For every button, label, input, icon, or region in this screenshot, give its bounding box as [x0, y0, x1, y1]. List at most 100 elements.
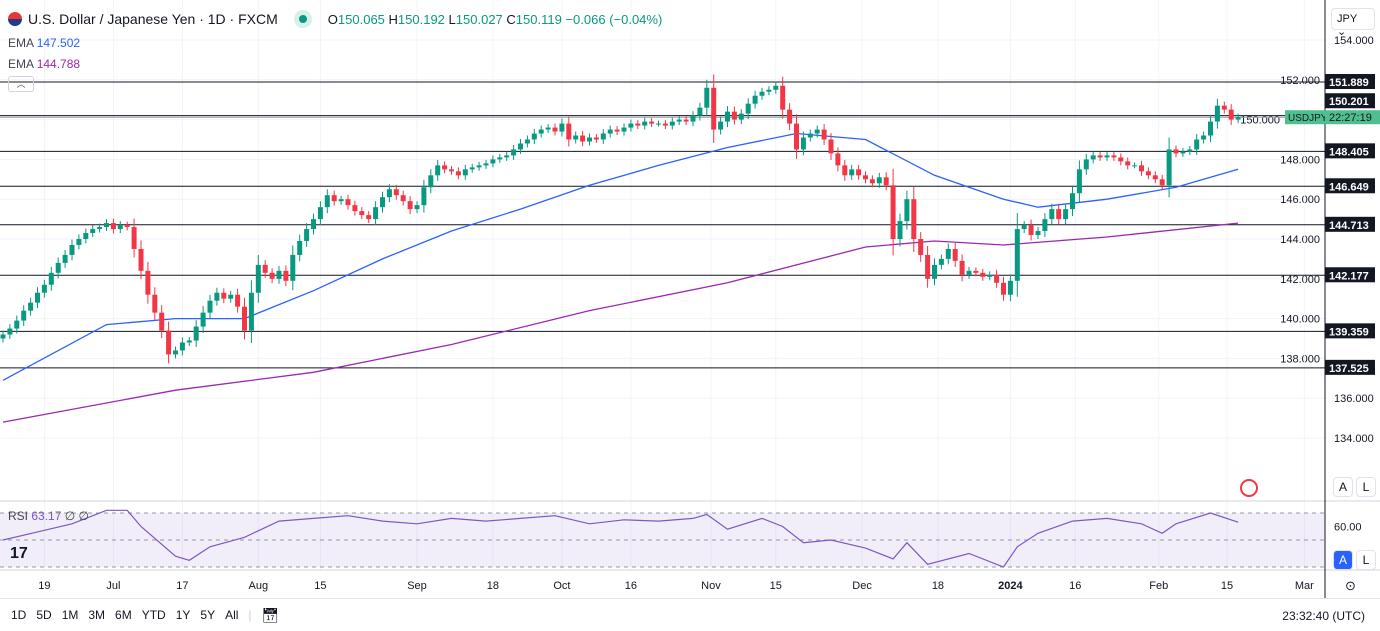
ema-slow-legend[interactable]: EMA 144.788 [8, 57, 81, 71]
candle [331, 190, 337, 206]
candle-body [1035, 231, 1041, 236]
candle [193, 320, 199, 347]
candle [890, 168, 896, 256]
candle-body [1235, 117, 1241, 120]
candle-body [124, 225, 130, 228]
candle-body [697, 107, 703, 116]
candle [428, 169, 434, 194]
symbol-tag: USDJPY [1288, 113, 1328, 124]
candle-body [1228, 109, 1234, 120]
candle-body [221, 292, 227, 299]
candle-body [159, 312, 165, 331]
symbol-title[interactable]: U.S. Dollar / Japanese Yen · 1D · FXCM [28, 11, 278, 27]
collapse-legend-button[interactable]: ︿ [8, 76, 34, 92]
candle [863, 171, 868, 184]
rsi-auto-scale-button[interactable]: A [1333, 550, 1353, 570]
candle [1145, 167, 1151, 180]
candle [83, 228, 89, 244]
candle-body [138, 248, 144, 271]
candle [607, 125, 613, 138]
timeframe-1y[interactable]: 1Y [175, 608, 191, 622]
candle-body [787, 109, 793, 124]
calendar-icon[interactable]: 📅︎ [261, 606, 280, 623]
candle [366, 211, 372, 224]
candle [690, 111, 696, 127]
timeframe-1d[interactable]: 1D [11, 608, 27, 622]
candle [455, 167, 461, 180]
candle-body [483, 163, 489, 166]
candle [131, 218, 137, 258]
candle [959, 254, 965, 282]
rsi-log-scale-button[interactable]: L [1356, 550, 1376, 570]
y-tick-label: 138.000 [1280, 353, 1320, 365]
timeframe-all[interactable]: All [225, 608, 239, 622]
candle-body [373, 207, 379, 220]
x-tick-label: Aug [249, 580, 269, 592]
x-tick-label: 15 [770, 580, 782, 592]
auto-scale-button[interactable]: A [1333, 477, 1353, 497]
candle [787, 103, 793, 131]
candle-body [780, 85, 786, 110]
tradingview-logo[interactable]: 17 [10, 545, 28, 562]
candle-body [545, 127, 551, 130]
x-tick-label: Feb [1149, 580, 1168, 592]
price-chart[interactable]: 154.000 152.000 150.000 148.000 146.000 144.0… [0, 0, 1380, 598]
candle [918, 232, 924, 262]
candle [1166, 137, 1172, 198]
log-scale-button[interactable]: L [1356, 477, 1376, 497]
timeframe-5y[interactable]: 5Y [200, 608, 216, 622]
candle-body [283, 270, 289, 281]
rsi-legend[interactable]: RSI 63.17 ∅ ∅ [8, 509, 89, 523]
timeframe-5d[interactable]: 5D [36, 608, 52, 622]
candle-body [455, 171, 461, 176]
candle-body [994, 274, 1000, 283]
candle-body [1097, 155, 1103, 158]
candle-body [214, 292, 220, 301]
candle-body [973, 270, 979, 273]
candle [1180, 147, 1186, 157]
candle [400, 190, 406, 206]
currency-select[interactable]: JPY ⌄ [1331, 8, 1375, 38]
ohlc-values: O150.065 H150.192 L150.027 C150.119 −0.0… [327, 11, 663, 27]
candle [14, 315, 20, 334]
timeframe-1m[interactable]: 1M [61, 608, 79, 622]
ema-fast-legend[interactable]: EMA 147.502 [8, 36, 81, 50]
candle-body [607, 129, 613, 134]
x-tick-label: 16 [625, 580, 637, 592]
rsi-line [2, 509, 1239, 568]
candle-body [48, 272, 54, 285]
timeframe-ytd[interactable]: YTD [141, 608, 166, 622]
candle-body [642, 121, 648, 126]
candle-body [1173, 149, 1179, 154]
candle-body [752, 95, 758, 104]
candle [587, 133, 592, 146]
candle-body [704, 87, 710, 108]
candle [373, 201, 379, 226]
candle-body [324, 195, 330, 208]
clock[interactable]: 23:32:40 (UTC) [1282, 609, 1365, 623]
candle [649, 118, 655, 128]
candle [518, 139, 523, 154]
candle-body [1159, 179, 1165, 186]
candle [262, 259, 268, 278]
candle-body [731, 111, 737, 120]
candle-body [600, 133, 606, 140]
candle [1097, 151, 1103, 161]
candle-body [1083, 159, 1089, 170]
candle [1111, 151, 1117, 161]
candle-body [179, 342, 185, 351]
candle-body [1125, 161, 1131, 166]
candle-body [476, 165, 482, 168]
settings-icon[interactable]: ⊙ [1345, 578, 1356, 593]
candle [635, 120, 641, 130]
candle-body [883, 177, 889, 186]
candle [1104, 151, 1110, 161]
candle-body [228, 294, 234, 299]
timeframe-6m[interactable]: 6M [115, 608, 132, 622]
timeframe-3m[interactable]: 3M [88, 608, 106, 622]
candle-body [1187, 149, 1193, 152]
candle-body [524, 139, 530, 144]
chart-legend: U.S. Dollar / Japanese Yen · 1D · FXCM O… [8, 10, 662, 28]
candle-body [711, 87, 717, 130]
y-tick-label: 152.000 [1280, 75, 1320, 87]
